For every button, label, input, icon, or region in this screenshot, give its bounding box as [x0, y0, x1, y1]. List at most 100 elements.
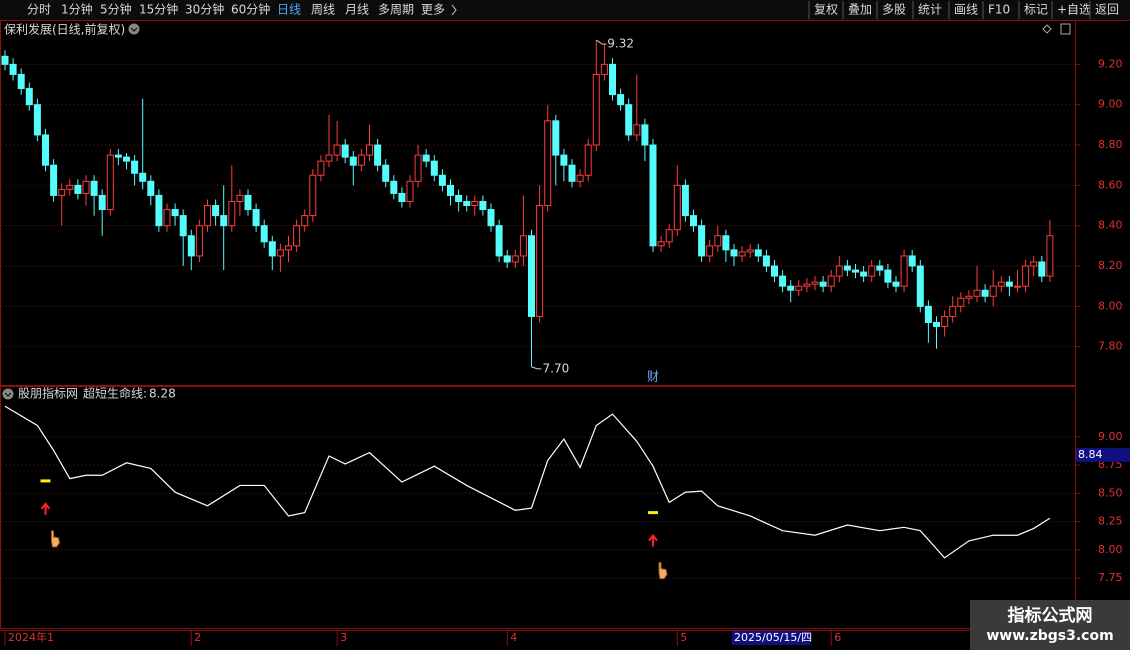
candle-body: [17, 73, 25, 90]
candle-body: [155, 194, 163, 227]
candle-body: [827, 275, 835, 287]
candle-body: [33, 104, 41, 136]
cursor-x-label: 2025/05/15/四: [734, 631, 812, 644]
candle-body: [333, 144, 341, 156]
candle-body: [714, 235, 722, 247]
candle-body: [382, 164, 390, 182]
candle-body: [811, 281, 819, 285]
toolbar-button[interactable]: 画线: [954, 3, 978, 17]
candle-body: [341, 144, 349, 158]
candle-body: [933, 321, 940, 328]
y-tick-label: 8.20: [1098, 259, 1123, 272]
candle-body: [349, 156, 357, 166]
toolbar-button[interactable]: 返回: [1095, 3, 1119, 17]
candle-body: [536, 205, 544, 317]
annotation-label: 7.70: [543, 361, 570, 375]
candle-body: [965, 295, 973, 299]
watermark-url: www.zbgs3.com: [986, 628, 1113, 644]
toolbar-button[interactable]: 多股: [882, 3, 906, 17]
watermark-box: [970, 600, 1130, 650]
candle-body: [58, 188, 66, 196]
candle-body: [301, 215, 309, 227]
watermark-title: 指标公式网: [1008, 605, 1093, 626]
cursor-y-box: [1076, 447, 1130, 462]
annotation-leader: [531, 366, 542, 370]
series-name: 超短生命线: [83, 386, 143, 401]
candle-body: [447, 184, 454, 196]
y-tick-label: 7.75: [1098, 571, 1123, 584]
candle-body: [722, 235, 730, 251]
toolbar-button[interactable]: F10: [988, 3, 1010, 17]
dropdown-icon[interactable]: [128, 23, 140, 35]
toolbar-button[interactable]: 5分钟: [100, 2, 132, 17]
toolbar-button[interactable]: 更多: [421, 3, 445, 17]
toolbar-button[interactable]: 多周期: [378, 3, 414, 17]
candle-body: [42, 134, 49, 166]
candle-body: [25, 88, 33, 106]
signal-arrow: [40, 502, 51, 515]
candle-body: [568, 164, 576, 182]
candle-body: [649, 144, 657, 247]
y-tick-label: 8.25: [1098, 515, 1123, 528]
candle-body: [592, 73, 600, 146]
candle-body: [471, 200, 479, 207]
candle-body: [398, 192, 406, 202]
toolbar-button[interactable]: +自选: [1057, 3, 1091, 17]
candle-body: [171, 209, 179, 217]
x-tick-label: 6: [834, 631, 841, 644]
toolbar-button[interactable]: 统计: [918, 3, 942, 17]
toolbar: [0, 0, 1130, 20]
annotation-leader: [596, 39, 607, 45]
candle-body: [981, 289, 989, 297]
candle-body: [625, 104, 633, 136]
panel-icon[interactable]: [1060, 23, 1071, 35]
candle-body: [325, 154, 333, 162]
dropdown-caret: [130, 27, 138, 32]
indicator-line: [4, 405, 1051, 559]
candle-body: [997, 281, 1005, 287]
candle-body: [730, 249, 738, 257]
candle-body: [908, 255, 916, 267]
toolbar-button[interactable]: 月线: [345, 3, 369, 17]
candle-body: [252, 209, 260, 227]
toolbar-button[interactable]: 分时: [27, 3, 51, 17]
candle-body: [1, 55, 9, 65]
candle-body: [576, 174, 584, 182]
toolbar-button[interactable]: 周线: [311, 3, 335, 17]
toolbar-button[interactable]: 60分钟: [231, 2, 270, 17]
toolbar-button[interactable]: 15分钟: [139, 2, 178, 17]
candle-body: [293, 225, 301, 247]
hand-icon: [51, 530, 61, 548]
toolbar-button[interactable]: 30分钟: [185, 2, 224, 17]
indicator-dropdown-icon[interactable]: [2, 388, 14, 400]
candle-body: [900, 255, 908, 287]
candle-body: [50, 164, 58, 196]
candle-body: [479, 200, 487, 211]
candle-body: [244, 194, 252, 211]
candle-body: [924, 305, 932, 323]
candle-body: [868, 265, 876, 277]
candle-body: [114, 154, 122, 158]
candle-body: [941, 315, 949, 328]
candle-body: [1038, 261, 1046, 277]
cursor-x-box: [732, 631, 810, 645]
toolbar-button[interactable]: 标记: [1024, 3, 1048, 17]
candle-body: [9, 63, 17, 75]
candle-body: [1046, 235, 1054, 277]
candle-body: [633, 124, 641, 136]
candle-body: [195, 225, 203, 257]
candle-body: [66, 184, 74, 190]
toolbar-button[interactable]: 复权: [814, 3, 838, 17]
diamond-icon[interactable]: [1042, 24, 1052, 34]
candle-body: [366, 144, 373, 156]
toolbar-button[interactable]: 1分钟: [61, 2, 93, 17]
toolbar-button[interactable]: 日线: [277, 3, 301, 17]
candle-body: [819, 281, 827, 287]
candle-body: [90, 180, 98, 196]
toolbar-button[interactable]: 叠加: [848, 3, 872, 17]
candle-body: [665, 229, 673, 243]
candle-body: [414, 154, 422, 182]
candle-body: [131, 160, 139, 174]
event-marker: 财: [647, 370, 659, 384]
candle-body: [706, 245, 714, 257]
